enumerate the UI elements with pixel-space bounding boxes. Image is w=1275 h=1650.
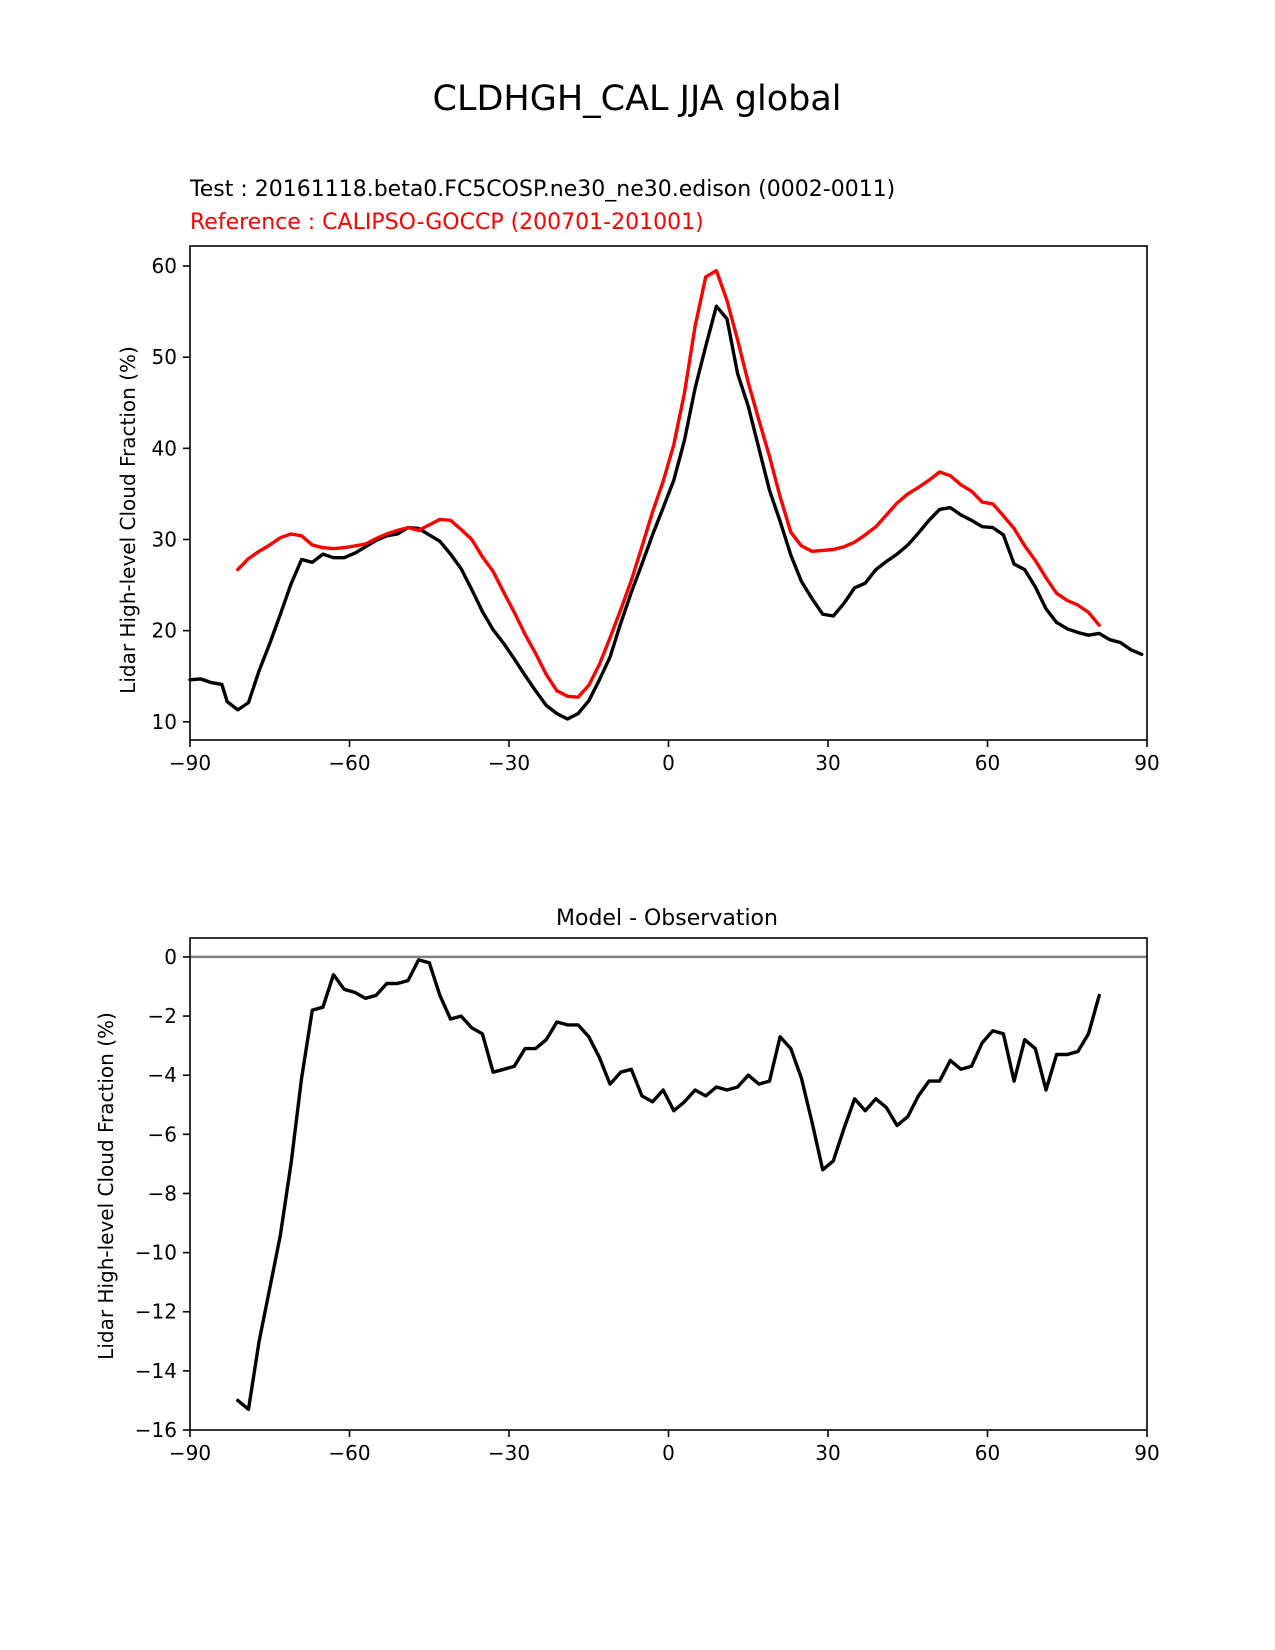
bottom-ytick-label: −4	[148, 1063, 177, 1087]
top-xtick-label: −30	[488, 751, 530, 775]
top-reference-line	[236, 268, 1101, 699]
bottom-ytick-label: −2	[148, 1004, 177, 1028]
top-ytick-label: 50	[152, 345, 177, 369]
bottom-ylabel: Lidar High-level Cloud Fraction (%)	[94, 1012, 118, 1360]
bottom-xtick-label: −30	[488, 1441, 530, 1465]
top-ytick-label: 60	[152, 254, 177, 278]
bottom-ytick-label: −16	[135, 1418, 177, 1442]
bottom-xtick-label: −90	[169, 1441, 211, 1465]
bottom-xtick-label: −60	[328, 1441, 370, 1465]
bottom-ticks: −90 −60 −30 0 30 60 90 0 −2 −4 −6 −8 −10 −12 −14 −16	[135, 945, 1160, 1465]
top-ticks: −90 −60 −30 0 30 60 90 10 20 30 40 50 60	[152, 254, 1160, 775]
bottom-ytick-label: 0	[164, 945, 177, 969]
bottom-ytick-label: −8	[148, 1181, 177, 1205]
top-panel: Test : 20161118.beta0.FC5COSP.ne30_ne30.…	[116, 177, 1160, 775]
bottom-ytick-label: −12	[135, 1300, 177, 1324]
top-ytick-label: 40	[152, 436, 177, 460]
top-xtick-label: 30	[815, 751, 840, 775]
bottom-xtick-label: 60	[975, 1441, 1000, 1465]
top-axes-frame	[189, 245, 1148, 741]
top-ylabel: Lidar High-level Cloud Fraction (%)	[116, 346, 140, 694]
bottom-ytick-label: −10	[135, 1241, 177, 1265]
top-xtick-label: −60	[328, 751, 370, 775]
bottom-title: Model - Observation	[556, 906, 778, 931]
reference-label: Reference : CALIPSO-GOCCP (200701-201001…	[190, 210, 704, 235]
bottom-xtick-label: 90	[1134, 1441, 1159, 1465]
bottom-difference-line	[236, 958, 1101, 1412]
top-test-line	[188, 304, 1144, 721]
top-xtick-label: 90	[1134, 751, 1159, 775]
top-xtick-label: 60	[975, 751, 1000, 775]
top-xtick-label: 0	[662, 751, 675, 775]
bottom-panel: Model - Observation Lidar High-level Clo…	[94, 906, 1160, 1465]
bottom-xtick-label: 30	[815, 1441, 840, 1465]
bottom-axes-frame	[189, 937, 1148, 1431]
test-label: Test : 20161118.beta0.FC5COSP.ne30_ne30.…	[189, 177, 895, 202]
figure-title: CLDHGH_CAL JJA global	[433, 79, 842, 119]
top-ytick-label: 10	[152, 710, 177, 734]
bottom-series	[190, 955, 1147, 1412]
top-ytick-label: 30	[152, 527, 177, 551]
bottom-xtick-label: 0	[662, 1441, 675, 1465]
top-ytick-label: 20	[152, 619, 177, 643]
bottom-ytick-label: −6	[148, 1122, 177, 1146]
top-series	[188, 268, 1144, 721]
bottom-ytick-label: −14	[135, 1359, 177, 1383]
top-xtick-label: −90	[169, 751, 211, 775]
